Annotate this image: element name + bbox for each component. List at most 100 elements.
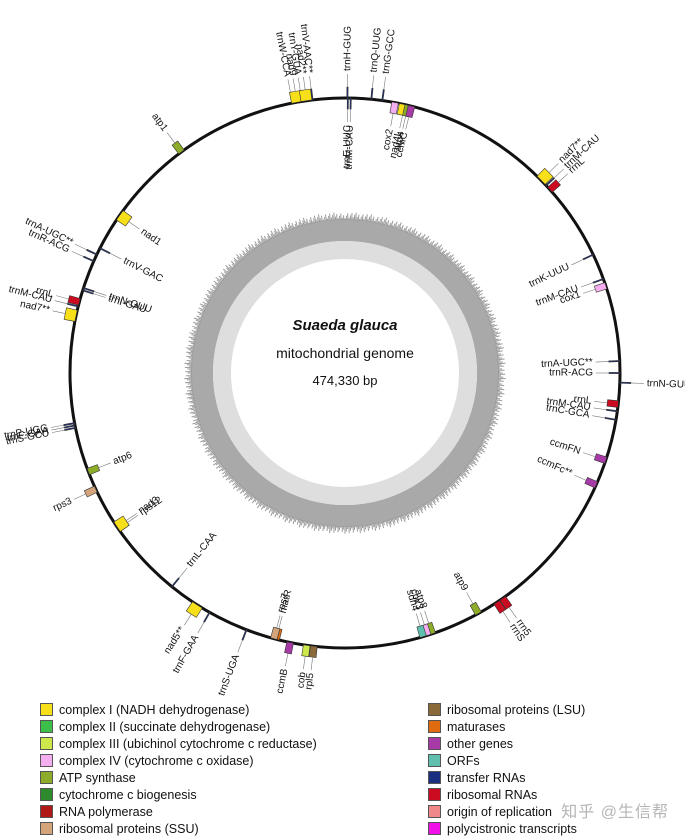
legend-item: other genes [428,735,513,752]
gene-label-trnL-CAA: trnL-CAA [185,530,220,569]
legend-swatch [428,720,441,733]
legend-swatch [428,822,441,835]
label-leader-nad7-1 [549,163,558,172]
gene-label-trnR-ACG-1: trnR-ACG [549,368,593,379]
label-leader-trnF-GAA-2 [51,428,64,430]
label-leader-trnN-GUU-2 [94,291,106,295]
genome-map: trnW-CCAnad9trnY-GUAnad2**trnV-AAC**trnH… [0,0,685,698]
label-leader-cox1 [583,289,595,293]
legend-swatch [40,771,53,784]
legend-item: ORFs [428,752,480,769]
genome-subtitle: mitochondrial genome [276,345,414,361]
gene-label-trnN-GUU-2: trnN-GUU [107,291,153,315]
legend-item: transfer RNAs [428,769,526,786]
genome-title: Suaeda glauca [292,317,397,334]
gene-label-atp6: atp6 [112,450,135,467]
gene-cob [302,645,310,657]
gene-label-cob: cob [295,671,308,689]
label-leader-trnM-CAU-2 [554,169,564,178]
legend-item: polycistronic transcripts [428,820,577,837]
gene-label-atp1: atp1 [149,111,170,134]
label-leader-cox2 [391,113,393,126]
legend-label: complex II (succinate dehydrogenase) [59,720,270,734]
gene-trnN-GUU-1 [620,382,631,384]
label-leader-rrn5 [509,607,516,618]
legend-item: ribosomal RNAs [428,786,537,803]
gene-label-ccmB: ccmB [275,668,291,695]
gene-rps3 [84,486,97,497]
label-leader-trnW-CCA [288,79,290,92]
gene-trnA-UGC-2 [87,249,97,255]
gene-trnR-ACG-1 [609,372,620,373]
label-leader-nad1 [129,222,140,229]
legend-item: ATP synthase [40,769,136,786]
gene-trnM-CAU-1 [350,98,351,109]
legend-label: ribosomal RNAs [447,788,537,802]
watermark: 知乎 @生信帮 [561,798,669,822]
gene-label-rps3: rps3 [51,496,74,514]
label-leader-ccmFc [574,475,586,480]
legend-swatch [40,754,53,767]
legend-swatch [40,737,53,750]
gene-label-trnN-GUU-1: trnN-GUU [647,378,685,391]
label-leader-trnA-UGC-1 [596,361,609,362]
legend-swatch [40,822,53,835]
gene-trnH-GUG [347,87,348,98]
legend-item: complex I (NADH dehydrogenase) [40,701,249,718]
gene-label-ccmFc: ccmFc** [535,454,574,479]
gene-trnK-UUU [583,254,593,260]
label-leader-rrnL-3 [56,296,69,299]
gene-trnS-UGA [242,630,247,641]
legend-swatch [40,720,53,733]
gene-nad1 [116,211,131,227]
label-leader-sdh4 [416,614,420,626]
label-leader-nad2 [303,77,305,90]
label-leader-trnG-GCC [384,77,386,90]
legend-swatch [40,788,53,801]
label-leader-atp8 [425,611,429,623]
gene-cox2 [390,102,398,114]
legend-label: polycistronic transcripts [447,822,577,836]
gene-label-atp9: atp9 [451,570,470,593]
legend-swatch [428,771,441,784]
label-leader-trnA-UGC-2 [75,244,87,250]
gene-cox1 [594,283,607,293]
label-leader-trnS-UGA [238,640,243,652]
gene-trnA-UGC-1 [609,360,620,362]
legend-swatch [428,805,441,818]
label-leader-trnL-CAA [179,568,187,578]
label-leader-cox3 [420,612,424,624]
legend-label: maturases [447,720,505,734]
label-leader-atp4 [403,116,406,129]
label-leader-rrnL-1 [558,174,568,183]
legend-label: ribosomal proteins (LSU) [447,703,585,717]
legend-swatch [428,754,441,767]
gene-label-nad1: nad1 [139,226,164,248]
label-leader-nad4L [400,115,403,128]
gene-ccmFc [585,477,598,487]
label-leader-rpl5 [311,657,312,670]
gene-label-trnK-UUU: trnK-UUU [527,261,571,290]
legend-item: origin of replication [428,803,552,820]
label-leader-trnM-CAU-5 [55,301,68,304]
gene-label-ccmFN: ccmFN [548,437,582,457]
label-leader-ccmFN [583,453,595,457]
legend-item: RNA polymerase [40,803,153,820]
gene-label-trnH-GUG: trnH-GUG [342,26,353,71]
label-leader-trnM-CAU-4 [594,408,607,410]
label-leader-trnS-GCU [52,430,65,433]
legend-item: cytochrome c biogenesis [40,786,197,803]
legend-swatch [40,703,53,716]
legend-item: ribosomal proteins (LSU) [428,701,585,718]
label-leader-trnQ-UUG [372,75,373,88]
legend-label: ribosomal proteins (SSU) [59,822,199,836]
label-leader-atp6 [99,463,111,468]
label-leader-trnK-UUU [572,259,584,265]
label-leader-trnV-AAC [310,76,312,89]
legend-label: complex I (NADH dehydrogenase) [59,703,249,717]
gene-label-trnG-GCC: trnG-GCC [381,29,398,75]
label-leader-trnY-GUA [298,78,300,91]
label-leader-trnM-CAU-3 [581,283,593,287]
gene-nad3 [114,516,129,532]
label-leader-rrnS [503,611,510,622]
